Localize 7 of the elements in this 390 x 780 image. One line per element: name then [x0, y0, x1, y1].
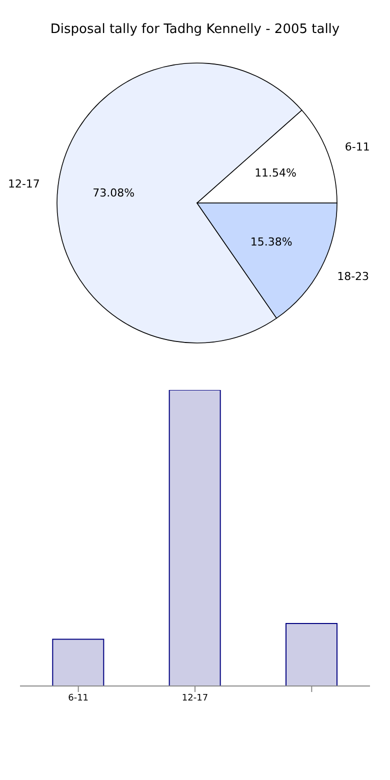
slice-label: 6-11: [344, 140, 370, 154]
data-label: 11.54%: [254, 166, 297, 180]
data-label: 73.08%: [92, 186, 135, 200]
data-label: 15.38%: [250, 236, 292, 249]
chart-title: Disposal tally for Tadhg Kennelly - 2005 tally: [49, 22, 341, 37]
slice-label: 18-23: [337, 270, 370, 283]
slice-label: 12-17: [8, 177, 40, 190]
